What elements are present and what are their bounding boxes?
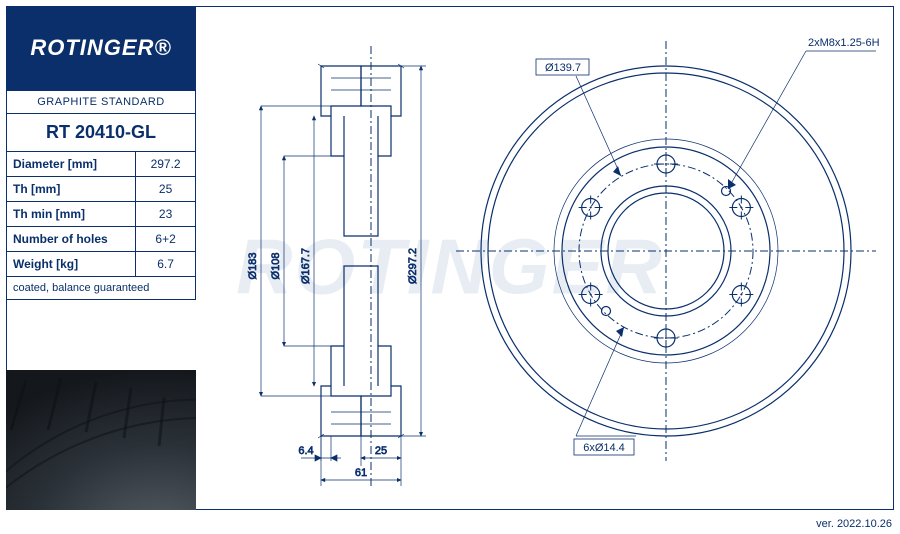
spec-label: Number of holes	[7, 227, 136, 252]
spec-label: Weight [kg]	[7, 252, 136, 277]
callout-aux: 2xM8x1.25-6H	[728, 37, 880, 189]
callout-bolt: 6xØ14.4	[574, 327, 636, 455]
section-view: Ø183 Ø108 Ø167.7 Ø297.2 25 61	[247, 46, 426, 486]
section-outline	[318, 64, 404, 438]
bc-label: Ø139.7	[545, 62, 581, 74]
spec-label: Diameter [mm]	[7, 152, 136, 177]
dim-th: 25	[375, 445, 387, 457]
bolt-label: 6xØ14.4	[583, 442, 625, 454]
product-photo	[6, 370, 196, 510]
dim-group: Ø183 Ø108 Ø167.7 Ø297.2	[247, 66, 426, 436]
dim-depth: 61	[355, 467, 367, 479]
spec-value: 23	[136, 202, 196, 227]
logo: ROTINGER®	[6, 6, 196, 90]
front-view: Ø139.7 2xM8x1.25-6H 6xØ14.4	[456, 37, 880, 461]
spec-value: 6.7	[136, 252, 196, 277]
spec-value: 25	[136, 177, 196, 202]
version-label: ver. 2022.10.26	[816, 518, 892, 530]
dim-d167: Ø167.7	[300, 248, 312, 284]
dim-d183: Ø183	[247, 253, 259, 280]
logo-text: ROTINGER®	[30, 35, 171, 61]
spec-table: GRAPHITE STANDARD RT 20410-GL Diameter […	[6, 90, 196, 300]
aux-label: 2xM8x1.25-6H	[808, 37, 880, 49]
dim-offset: 6.4	[298, 445, 313, 457]
spec-header: GRAPHITE STANDARD	[7, 91, 196, 114]
engineering-drawing: Ø183 Ø108 Ø167.7 Ø297.2 25 61	[196, 6, 894, 510]
part-number: RT 20410-GL	[7, 114, 196, 152]
spec-value: 297.2	[136, 152, 196, 177]
spec-value: 6+2	[136, 227, 196, 252]
spec-label: Th min [mm]	[7, 202, 136, 227]
dim-d297: Ø297.2	[407, 248, 419, 284]
aux-hole	[602, 307, 611, 316]
dim-d108: Ø108	[270, 253, 282, 280]
spec-footer: coated, balance guaranteed	[7, 277, 196, 300]
spec-label: Th [mm]	[7, 177, 136, 202]
